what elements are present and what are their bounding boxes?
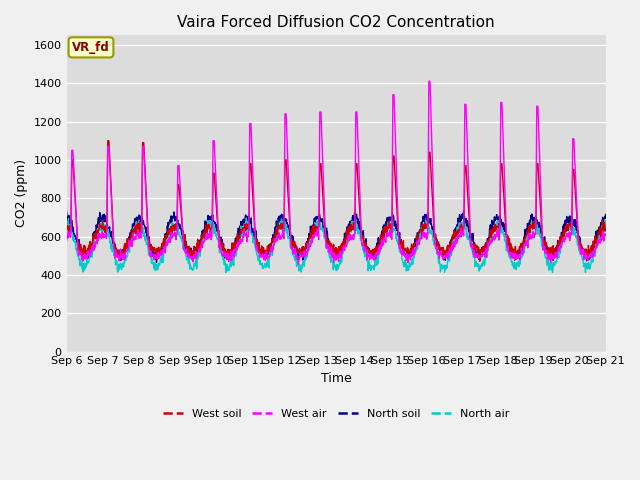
X-axis label: Time: Time	[321, 372, 351, 385]
Y-axis label: CO2 (ppm): CO2 (ppm)	[15, 159, 28, 228]
Legend: West soil, West air, North soil, North air: West soil, West air, North soil, North a…	[158, 405, 514, 423]
Text: VR_fd: VR_fd	[72, 41, 110, 54]
Title: Vaira Forced Diffusion CO2 Concentration: Vaira Forced Diffusion CO2 Concentration	[177, 15, 495, 30]
